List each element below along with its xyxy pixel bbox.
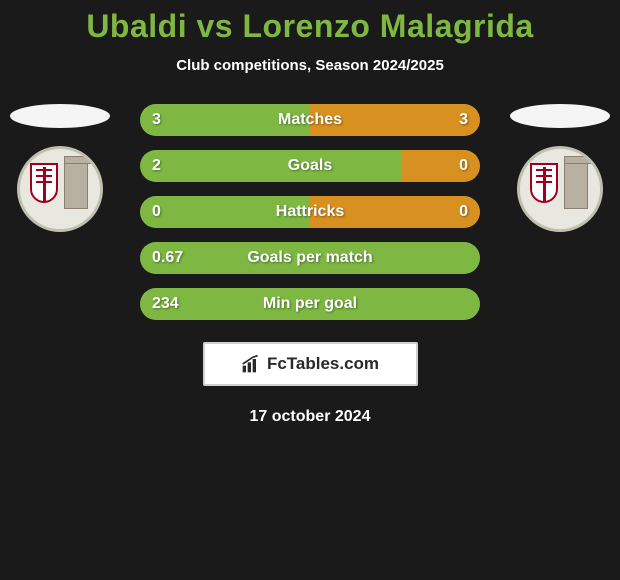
stat-bar-left [140, 150, 402, 182]
stat-value-right: 0 [459, 157, 468, 175]
page-subtitle: Club competitions, Season 2024/2025 [0, 57, 620, 74]
player-right-oval [510, 104, 610, 128]
chart-icon [241, 354, 261, 374]
stats-section: 3 3 Matches 2 0 Goals 0 0 Hattricks 0.67 Goals per… [0, 104, 620, 320]
stat-row: 234 Min per goal [140, 288, 480, 320]
stat-row: 3 3 Matches [140, 104, 480, 136]
stat-name: Min per goal [263, 295, 357, 313]
stat-name: Goals per match [247, 249, 372, 267]
date-label: 17 october 2024 [0, 408, 620, 426]
source-logo: FcTables.com [203, 342, 418, 386]
stat-value-left: 3 [152, 111, 161, 129]
stat-value-left: 2 [152, 157, 161, 175]
comparison-card: Ubaldi vs Lorenzo Malagrida Club competi… [0, 0, 620, 426]
stat-row: 2 0 Goals [140, 150, 480, 182]
player-right-crest [517, 146, 603, 232]
stat-value-left: 0 [152, 203, 161, 221]
player-right-badge [510, 104, 610, 244]
player-left-oval [10, 104, 110, 128]
stat-value-right: 0 [459, 203, 468, 221]
stat-name: Goals [288, 157, 332, 175]
source-logo-text: FcTables.com [267, 354, 379, 374]
stat-value-left: 0.67 [152, 249, 183, 267]
player-left-crest [17, 146, 103, 232]
stat-value-right: 3 [459, 111, 468, 129]
stat-name: Matches [278, 111, 342, 129]
stat-bars: 3 3 Matches 2 0 Goals 0 0 Hattricks 0.67 Goals per… [140, 104, 480, 320]
stat-row: 0 0 Hattricks [140, 196, 480, 228]
stat-value-left: 234 [152, 295, 179, 313]
player-left-badge [10, 104, 110, 244]
page-title: Ubaldi vs Lorenzo Malagrida [0, 8, 620, 45]
stat-name: Hattricks [276, 203, 344, 221]
stat-row: 0.67 Goals per match [140, 242, 480, 274]
stat-bar-right [402, 150, 480, 182]
